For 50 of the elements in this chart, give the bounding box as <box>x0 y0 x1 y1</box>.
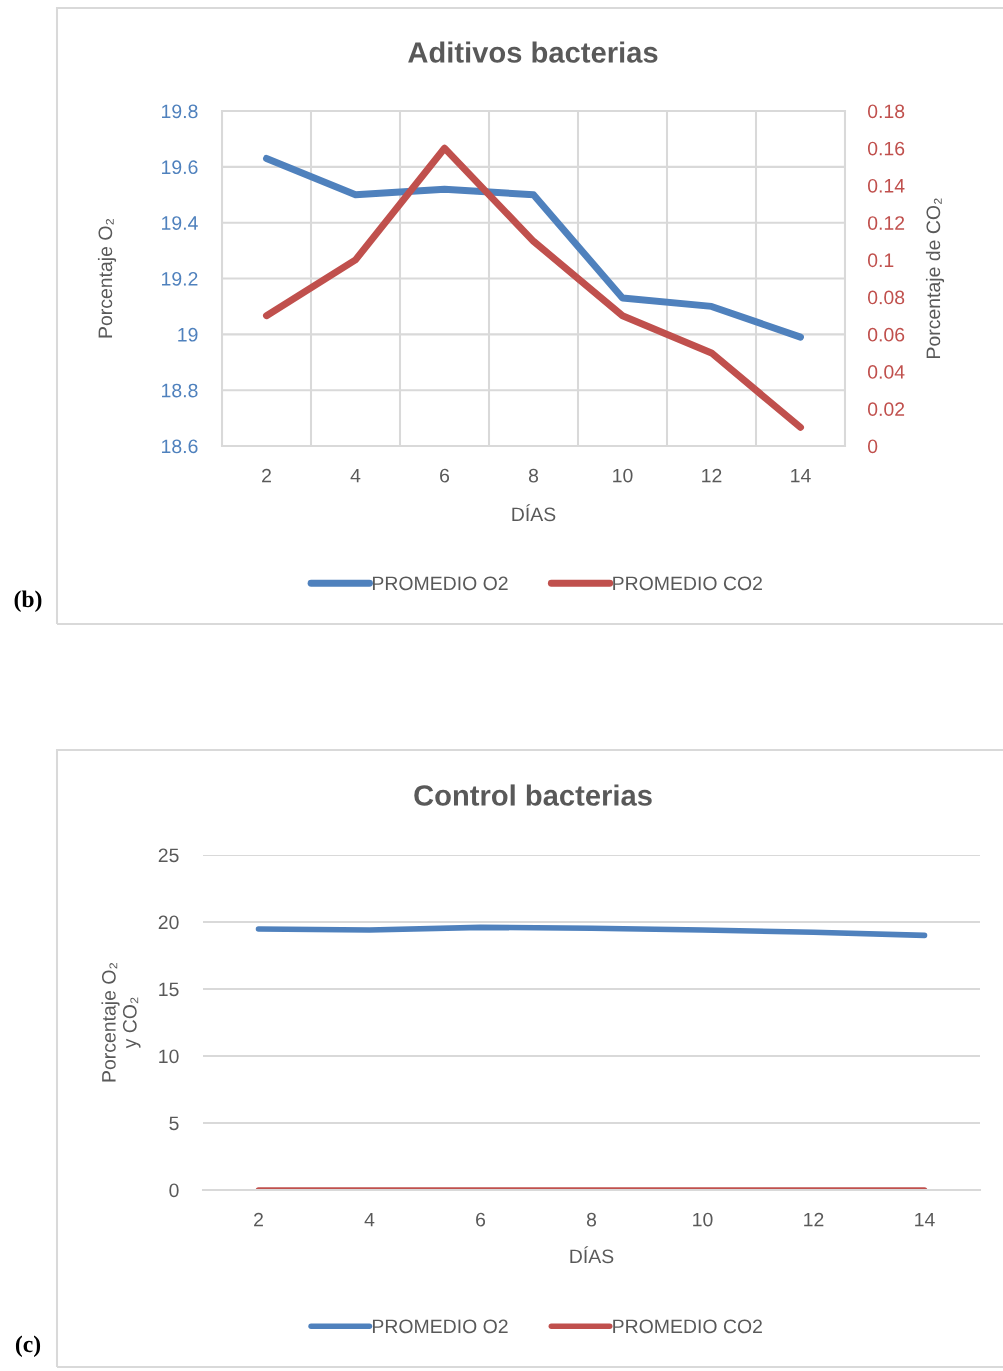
x-tick-label: 4 <box>364 1212 375 1227</box>
chart-title: Aditivos bacterias <box>408 41 658 63</box>
y-tick-label: 19.8 <box>162 104 198 119</box>
y-tick-label: 18.8 <box>162 383 198 398</box>
y-tick-label: 19 <box>178 327 198 342</box>
y2-tick-label: 0.1 <box>867 253 894 268</box>
legend-label: PROMEDIO CO2 <box>613 576 762 591</box>
x-tick-label: 8 <box>586 1212 597 1227</box>
y-tick-label: 19.4 <box>162 216 198 230</box>
x-tick-label: 8 <box>528 468 539 483</box>
y-tick-label: 5 <box>169 1116 179 1131</box>
x-tick-label: 12 <box>804 1212 824 1227</box>
legend-label: PROMEDIO CO2 <box>613 1319 762 1334</box>
y-tick-label: 19.6 <box>162 160 198 175</box>
y2-tick-label: 0.16 <box>867 141 905 156</box>
x-axis-title: DÍAS <box>512 504 556 522</box>
y-tick-label: 19.2 <box>162 271 198 286</box>
y-tick-label: 10 <box>159 1049 179 1064</box>
y2-tick-label: 0.02 <box>867 402 905 417</box>
legend-label: PROMEDIO O2 <box>372 1319 508 1334</box>
y2-tick-label: 0.14 <box>867 178 905 193</box>
y-axis-title: Porcentaje O₂ <box>97 218 117 338</box>
chart-title: Control bacterias <box>414 784 652 806</box>
x-tick-label: 12 <box>702 468 722 483</box>
x-tick-label: 6 <box>476 1212 486 1227</box>
y2-tick-label: 0.18 <box>867 104 905 119</box>
x-tick-label: 10 <box>613 468 633 483</box>
x-tick-label: 14 <box>915 1212 935 1227</box>
y2-tick-label: 0.06 <box>867 327 905 342</box>
legend-label: PROMEDIO O2 <box>372 576 508 591</box>
y-tick-label: 0 <box>169 1183 179 1198</box>
y2-axis-title: Porcentaje de CO₂ <box>925 198 945 358</box>
y-tick-label: 25 <box>158 848 179 863</box>
y2-tick-label: 0.08 <box>867 290 905 305</box>
x-tick-label: 4 <box>350 468 361 483</box>
y-tick-label: 18.6 <box>162 439 198 454</box>
x-tick-label: 2 <box>254 1212 263 1227</box>
y-tick-label: 15 <box>159 982 179 997</box>
x-tick-label: 2 <box>262 468 271 483</box>
x-axis-title: DÍAS <box>570 1246 614 1264</box>
y2-tick-label: 0.04 <box>867 365 905 379</box>
x-tick-label: 10 <box>693 1212 713 1227</box>
y2-tick-label: 0.12 <box>867 216 905 230</box>
y2-tick-label: 0 <box>867 439 878 454</box>
text: (b) <box>14 590 42 612</box>
x-tick-label: 14 <box>791 468 811 483</box>
y-tick-label: 20 <box>158 915 179 930</box>
text: (c) <box>15 1335 41 1357</box>
x-tick-label: 6 <box>440 468 450 483</box>
y-axis-title: Porcentaje O₂ y CO₂ <box>101 962 141 1082</box>
